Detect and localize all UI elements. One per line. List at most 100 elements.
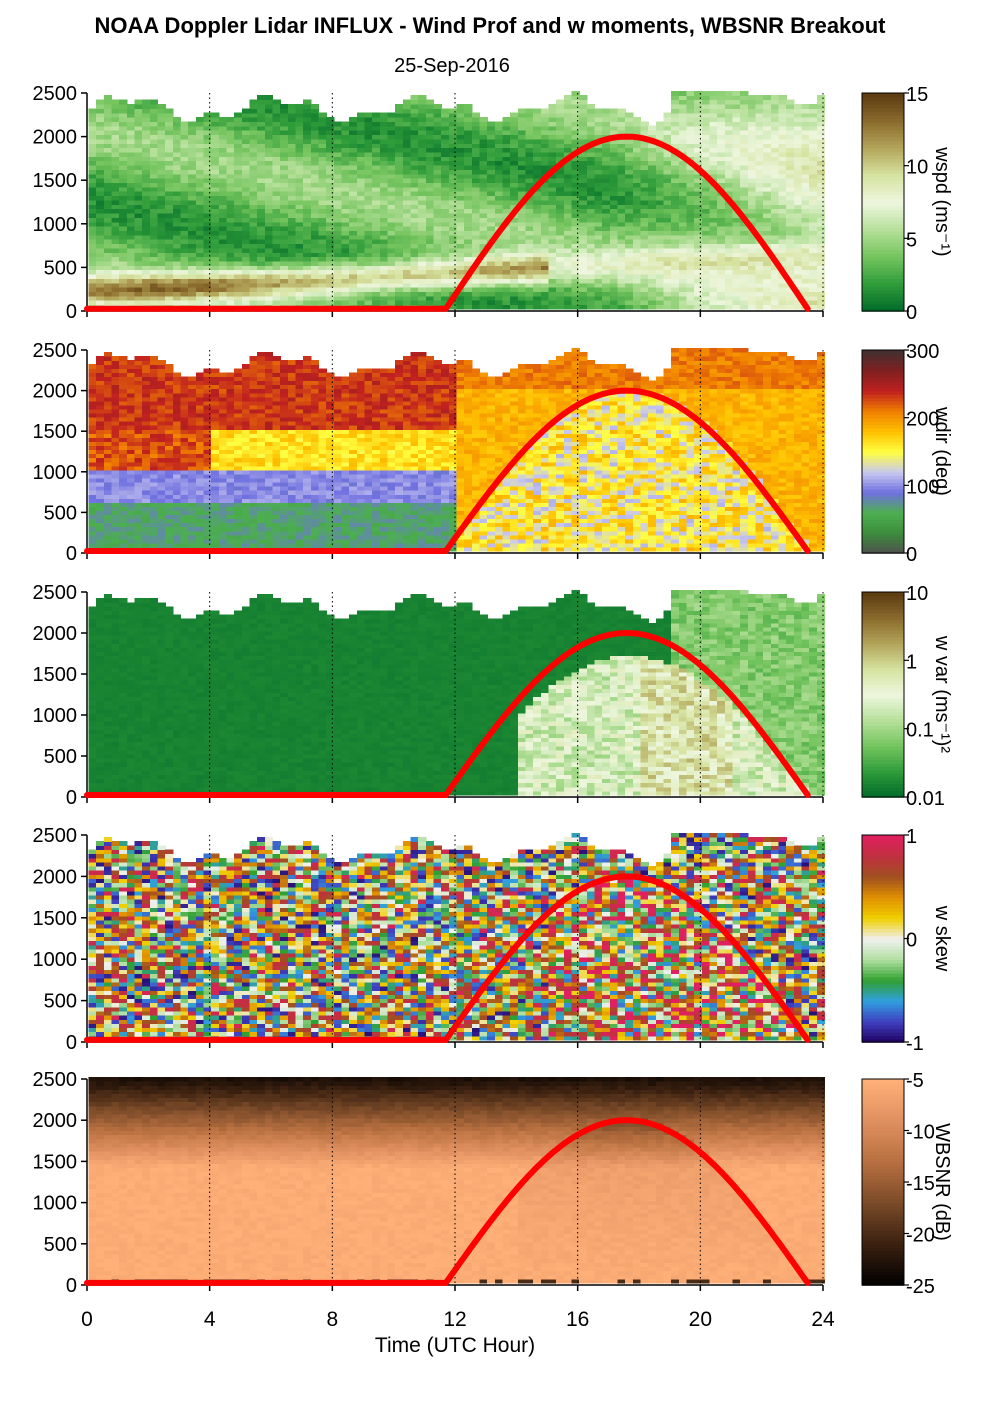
heatmap-cell <box>663 178 672 183</box>
heatmap-cell <box>134 287 143 292</box>
heatmap-cell <box>303 178 312 183</box>
heatmap-cell <box>149 191 159 197</box>
heatmap-cell <box>418 287 427 292</box>
heatmap-cell <box>732 252 741 258</box>
heatmap-cell <box>448 260 458 266</box>
heatmap-cell <box>433 212 442 218</box>
heatmap-cell <box>257 121 266 127</box>
heatmap-cell <box>809 265 818 271</box>
heatmap-cell <box>402 291 412 297</box>
heatmap-cell <box>640 278 649 284</box>
heatmap-cell <box>96 465 105 471</box>
heatmap-cell <box>318 221 327 227</box>
heatmap-cell <box>510 256 519 262</box>
heatmap-cell <box>456 295 465 301</box>
heatmap-cell <box>249 99 258 105</box>
heatmap-cell <box>609 186 619 192</box>
heatmap-cell <box>126 457 136 463</box>
heatmap-cell <box>142 481 151 487</box>
heatmap-cell <box>333 156 343 162</box>
heatmap-cell <box>211 112 220 118</box>
heatmap-cell <box>448 143 458 149</box>
heatmap-cell <box>724 178 734 183</box>
heatmap-cell <box>203 112 212 118</box>
heatmap-cell <box>724 117 734 122</box>
heatmap-cell <box>249 178 258 183</box>
heatmap-cell <box>425 256 435 262</box>
heatmap-cell <box>180 191 189 197</box>
heatmap-cell <box>464 178 473 183</box>
heatmap-cell <box>816 195 826 201</box>
heatmap-cell <box>402 134 412 140</box>
heatmap-cell <box>494 199 504 205</box>
heatmap-cell <box>448 199 458 205</box>
heatmap-cell <box>180 208 189 214</box>
heatmap-cell <box>671 226 680 231</box>
colorbar-segment <box>862 147 904 152</box>
heatmap-cell <box>364 239 373 245</box>
heatmap-cell <box>648 130 657 136</box>
heatmap-cell <box>295 169 304 175</box>
heatmap-cell <box>364 169 373 175</box>
heatmap-cell <box>770 169 780 175</box>
heatmap-cell <box>119 143 128 149</box>
heatmap-cell <box>502 243 511 249</box>
heatmap-cell <box>356 117 366 122</box>
heatmap-cell <box>333 204 343 210</box>
heatmap-cell <box>540 300 550 306</box>
heatmap-cell <box>686 291 695 297</box>
heatmap-cell <box>180 186 189 192</box>
heatmap-cell <box>502 269 511 275</box>
heatmap-cell <box>671 243 680 249</box>
heatmap-cell <box>149 243 159 249</box>
heatmap-cell <box>318 243 327 249</box>
heatmap-cell <box>111 368 120 373</box>
heatmap-cell <box>579 186 588 192</box>
heatmap-cell <box>103 278 113 284</box>
heatmap-cell <box>671 221 680 227</box>
heatmap-cell <box>770 300 780 306</box>
heatmap-cell <box>96 117 105 122</box>
heatmap-cell <box>487 121 496 127</box>
heatmap-cell <box>195 169 205 175</box>
heatmap-cell <box>134 368 143 373</box>
heatmap-cell <box>571 182 580 188</box>
heatmap-cell <box>249 208 258 214</box>
heatmap-cell <box>571 143 580 149</box>
heatmap-cell <box>96 130 105 136</box>
heatmap-cell <box>119 380 128 386</box>
heatmap-cell <box>103 147 113 153</box>
heatmap-cell <box>571 273 580 279</box>
heatmap-cell <box>226 278 235 284</box>
heatmap-cell <box>188 143 197 149</box>
heatmap-cell <box>364 282 373 288</box>
heatmap-cell <box>88 445 97 451</box>
heatmap-cell <box>326 226 335 231</box>
heatmap-cell <box>709 212 718 218</box>
heatmap-cell <box>694 304 703 310</box>
heatmap-cell <box>709 234 718 240</box>
colorbar-tick-label: 10 <box>906 157 928 179</box>
heatmap-cell <box>333 260 343 266</box>
heatmap-cell <box>747 138 757 144</box>
heatmap-cell <box>801 217 810 223</box>
heatmap-cell <box>671 282 680 288</box>
heatmap-cell <box>479 199 488 205</box>
heatmap-cell <box>195 226 205 231</box>
heatmap-cell <box>632 117 642 122</box>
heatmap-cell <box>172 138 182 144</box>
heatmap-cell <box>479 138 488 144</box>
heatmap-cell <box>310 182 320 188</box>
heatmap-cell <box>211 186 220 192</box>
heatmap-cell <box>142 542 151 548</box>
heatmap-cell <box>96 230 105 236</box>
heatmap-cell <box>602 156 611 162</box>
heatmap-cell <box>341 125 350 131</box>
heatmap-cell <box>517 156 527 162</box>
heatmap-cell <box>126 247 136 253</box>
heatmap-cell <box>448 108 458 114</box>
heatmap-cell <box>448 212 458 218</box>
heatmap-cell <box>157 221 166 227</box>
heatmap-cell <box>563 199 573 205</box>
colorbar-segment <box>862 198 904 203</box>
